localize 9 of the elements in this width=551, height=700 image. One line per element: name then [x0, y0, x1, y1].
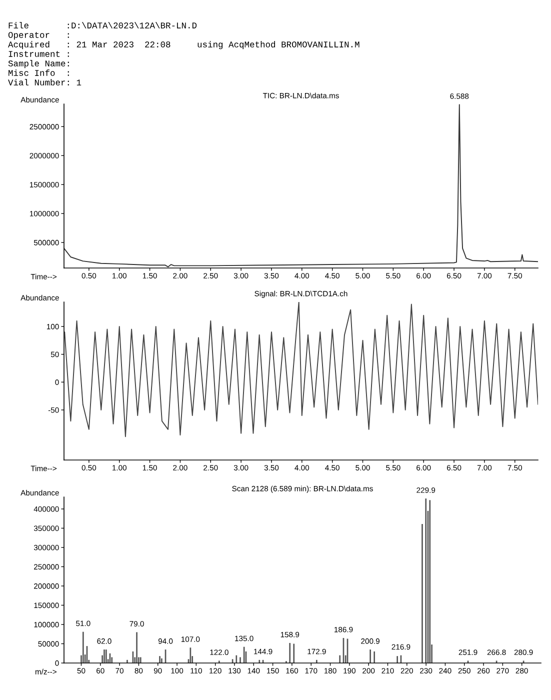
- text: Acquired : 21 Mar 2023 22:08 using AcqMethod BROMOVANILLIN.M: [8, 41, 360, 50]
- line-series: [64, 104, 538, 268]
- text: Vial Number: 1: [8, 79, 82, 86]
- text: Misc Info :: [8, 70, 69, 76]
- text: Instrument :: [8, 51, 69, 57]
- line-series: [64, 302, 538, 438]
- text: File :D:\DATA\2023\12A\BR-LN.D: [8, 22, 197, 28]
- text: Sample Name:: [8, 60, 69, 68]
- text: Operator :: [8, 32, 69, 40]
